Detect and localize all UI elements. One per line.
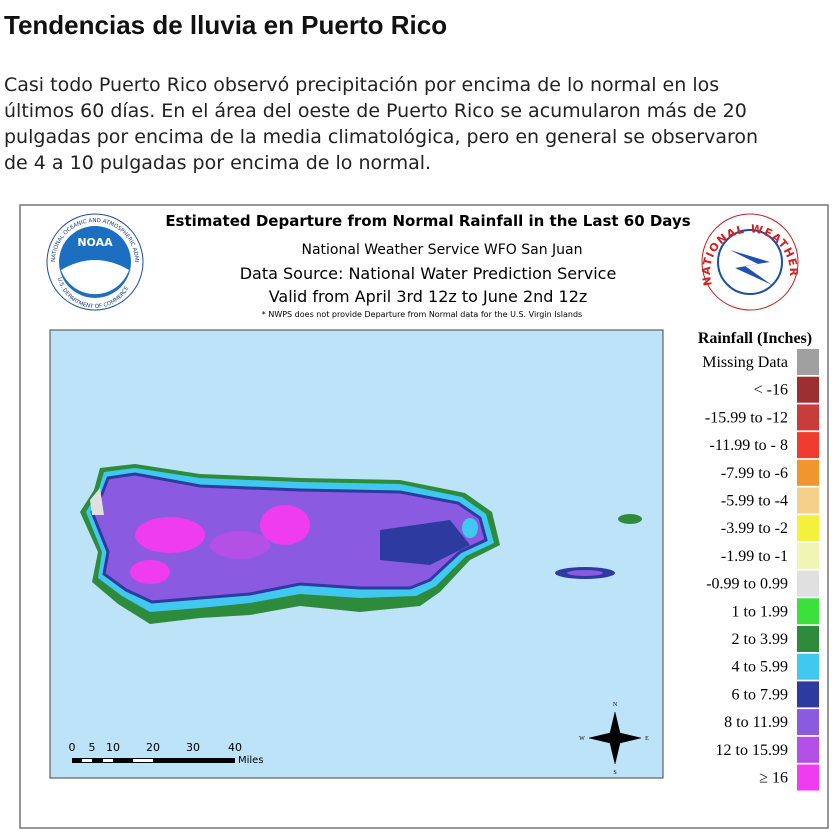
legend-swatch bbox=[797, 736, 819, 763]
legend-label: 12 to 15.99 bbox=[716, 742, 788, 759]
legend-swatch bbox=[797, 570, 819, 597]
map-subtitle: Valid from April 3rd 12z to June 2nd 12z bbox=[269, 287, 588, 306]
legend-label: Missing Data bbox=[702, 354, 788, 371]
legend-label: -15.99 to -12 bbox=[705, 409, 788, 426]
legend-swatch bbox=[797, 376, 819, 403]
island-map bbox=[80, 464, 642, 624]
compass bbox=[588, 711, 642, 765]
legend-swatch bbox=[797, 681, 819, 708]
legend-label: ≥ 16 bbox=[759, 770, 788, 787]
noaa-label: NOAA bbox=[77, 236, 113, 249]
compass-label: W bbox=[579, 736, 585, 742]
paragraph-line: pulgadas por encima de la media climatol… bbox=[4, 126, 759, 148]
legend-swatch bbox=[797, 404, 819, 431]
legend-label: -11.99 to - 8 bbox=[709, 437, 788, 454]
legend-label: 1 to 1.99 bbox=[732, 603, 788, 620]
legend-label: < -16 bbox=[754, 382, 788, 399]
scale-label: 0 bbox=[69, 741, 76, 754]
paragraph-line: Casi todo Puerto Rico observó precipitac… bbox=[4, 74, 720, 96]
legend-label: 6 to 7.99 bbox=[732, 686, 788, 703]
legend-label: -3.99 to -2 bbox=[721, 520, 788, 537]
legend-swatch bbox=[797, 515, 819, 542]
legend-swatch bbox=[797, 626, 819, 652]
legend-label: -7.99 to -6 bbox=[721, 465, 788, 482]
legend-label: 2 to 3.99 bbox=[732, 631, 788, 648]
legend-swatch bbox=[797, 598, 819, 625]
legend-swatch bbox=[797, 349, 819, 375]
scale-unit: Miles bbox=[238, 755, 264, 766]
compass-label: S bbox=[613, 770, 616, 776]
legend-swatch bbox=[797, 764, 819, 791]
paragraph-line: últimos 60 días. En el área del oeste de… bbox=[4, 100, 747, 122]
paragraph-line: de 4 a 10 pulgadas por encima de lo norm… bbox=[4, 152, 432, 174]
paragraph: Casi todo Puerto Rico observó precipitac… bbox=[4, 72, 758, 176]
legend-swatch bbox=[797, 709, 819, 736]
scale-bar bbox=[72, 758, 235, 763]
legend-swatch bbox=[797, 653, 819, 680]
scale-label: 20 bbox=[146, 741, 160, 754]
legend-label: -1.99 to -1 bbox=[721, 548, 788, 565]
page-title: Tendencias de lluvia en Puerto Rico bbox=[4, 10, 448, 40]
legend-swatch bbox=[797, 542, 819, 569]
map-subtitle: Data Source: National Water Prediction S… bbox=[240, 264, 617, 283]
legend-label: 8 to 11.99 bbox=[724, 714, 788, 731]
scale-label: 40 bbox=[228, 741, 242, 754]
map-title: Estimated Departure from Normal Rainfall… bbox=[165, 212, 690, 230]
legend-label: -5.99 to -4 bbox=[721, 493, 788, 510]
legend-swatch bbox=[797, 432, 819, 459]
legend-label: -0.99 to 0.99 bbox=[706, 576, 788, 593]
legend-swatch bbox=[797, 459, 819, 486]
compass-label: E bbox=[645, 736, 649, 742]
legend-label: 4 to 5.99 bbox=[732, 659, 788, 676]
scale-label: 30 bbox=[186, 741, 200, 754]
scale-label: 5 bbox=[89, 741, 96, 754]
map-footnote: * NWPS does not provide Departure from N… bbox=[262, 310, 582, 319]
compass-label: N bbox=[613, 702, 618, 708]
map-subtitle: National Weather Service WFO San Juan bbox=[302, 242, 583, 258]
legend-swatch bbox=[797, 487, 819, 514]
legend-title: Rainfall (Inches) bbox=[698, 330, 812, 347]
scale-label: 10 bbox=[106, 741, 120, 754]
